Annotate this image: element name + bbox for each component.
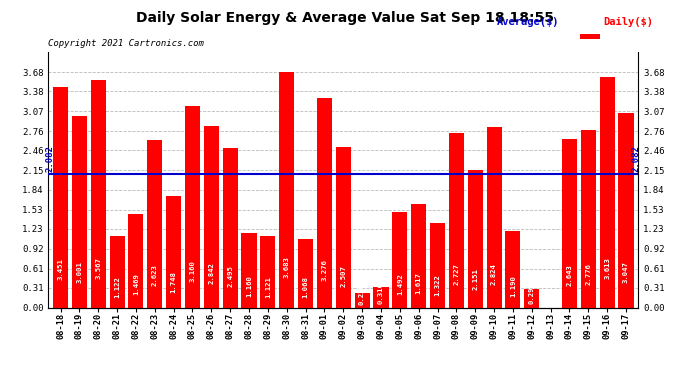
Text: 1.617: 1.617: [415, 272, 422, 294]
Text: 3.613: 3.613: [604, 256, 610, 279]
Text: Daily Solar Energy & Average Value Sat Sep 18 18:55: Daily Solar Energy & Average Value Sat S…: [136, 11, 554, 25]
Text: 1.748: 1.748: [170, 271, 177, 293]
Bar: [411, 204, 426, 308]
Bar: [336, 147, 351, 308]
Bar: [223, 148, 238, 308]
Bar: [486, 127, 502, 308]
Bar: [185, 105, 200, 308]
Bar: [317, 98, 332, 308]
Text: 1.122: 1.122: [114, 276, 120, 298]
Bar: [147, 140, 162, 308]
Text: 0.220: 0.220: [359, 283, 365, 304]
Text: 1.469: 1.469: [133, 273, 139, 295]
Text: 2.842: 2.842: [208, 262, 215, 284]
Text: 2.082: 2.082: [46, 145, 55, 172]
Text: 3.160: 3.160: [190, 260, 195, 282]
Text: 1.322: 1.322: [435, 274, 440, 296]
Text: Average($): Average($): [497, 17, 560, 27]
Bar: [72, 116, 87, 308]
Bar: [53, 87, 68, 308]
Text: 2.151: 2.151: [472, 268, 478, 290]
Text: 1.492: 1.492: [397, 273, 403, 295]
Bar: [393, 212, 407, 308]
Bar: [505, 231, 520, 308]
Bar: [110, 236, 125, 308]
Bar: [430, 223, 445, 308]
Bar: [90, 80, 106, 308]
Text: Copyright 2021 Cartronics.com: Copyright 2021 Cartronics.com: [48, 39, 204, 48]
Bar: [166, 196, 181, 308]
Text: 2.643: 2.643: [566, 264, 573, 286]
Text: 3.567: 3.567: [95, 257, 101, 279]
Bar: [260, 236, 275, 308]
Text: 2.623: 2.623: [152, 264, 158, 286]
Text: 0.316: 0.316: [378, 282, 384, 304]
Bar: [562, 139, 577, 308]
Bar: [581, 130, 596, 308]
Bar: [600, 76, 615, 308]
Bar: [128, 214, 144, 308]
Bar: [618, 113, 633, 308]
Text: 2.727: 2.727: [453, 263, 460, 285]
Bar: [279, 72, 294, 308]
Text: 3.451: 3.451: [57, 258, 63, 280]
Bar: [468, 170, 483, 308]
Bar: [204, 126, 219, 308]
Text: 3.683: 3.683: [284, 256, 290, 278]
Bar: [355, 294, 370, 308]
Text: 1.190: 1.190: [510, 275, 516, 297]
Bar: [373, 287, 388, 308]
Text: 2.082: 2.082: [632, 145, 641, 172]
Bar: [241, 233, 257, 308]
Text: 2.824: 2.824: [491, 263, 497, 285]
Text: 1.121: 1.121: [265, 276, 271, 298]
Text: 3.001: 3.001: [77, 261, 82, 283]
Text: 2.495: 2.495: [227, 265, 233, 287]
Text: 2.507: 2.507: [340, 265, 346, 287]
Bar: [298, 239, 313, 308]
Text: 2.776: 2.776: [585, 263, 591, 285]
Text: 3.047: 3.047: [623, 261, 629, 283]
Bar: [448, 133, 464, 308]
Text: 1.160: 1.160: [246, 276, 252, 297]
Text: 3.276: 3.276: [322, 259, 328, 281]
Text: 1.068: 1.068: [303, 276, 308, 298]
Text: 0.293: 0.293: [529, 282, 535, 304]
Text: Daily($): Daily($): [604, 17, 653, 27]
Bar: [524, 289, 540, 308]
